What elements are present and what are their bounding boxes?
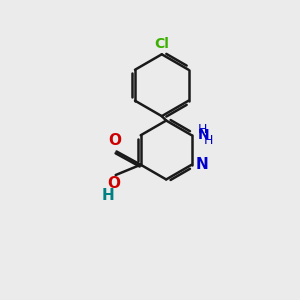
Text: O: O <box>109 133 122 148</box>
Text: H: H <box>198 124 207 136</box>
Text: H: H <box>204 134 213 147</box>
Text: O: O <box>108 176 121 191</box>
Text: H: H <box>102 188 115 203</box>
Text: N: N <box>196 157 209 172</box>
Text: Cl: Cl <box>154 37 169 51</box>
Text: N: N <box>198 128 209 142</box>
